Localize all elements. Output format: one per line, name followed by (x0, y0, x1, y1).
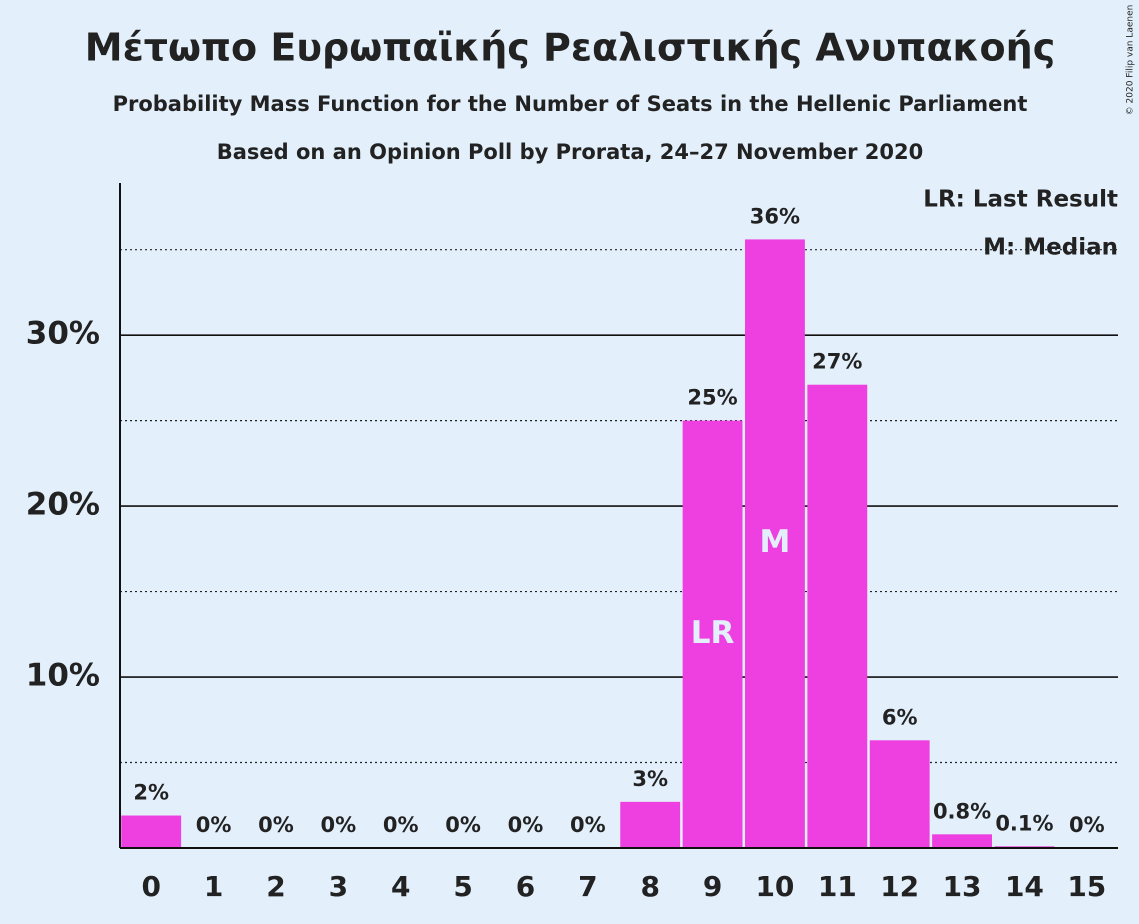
value-label: 0.1% (995, 811, 1053, 835)
x-tick-label: 0 (141, 870, 160, 903)
x-tick-label: 12 (880, 870, 919, 903)
value-label: 2% (133, 781, 169, 805)
x-tick-label: 13 (943, 870, 982, 903)
bar (620, 801, 681, 848)
x-tick-label: 5 (453, 870, 472, 903)
value-label: 0% (320, 813, 356, 837)
x-tick-label: 1 (204, 870, 223, 903)
x-tick-label: 10 (755, 870, 794, 903)
copyright: © 2020 Filip van Laenen (1126, 5, 1136, 116)
value-label: 0% (570, 813, 606, 837)
legend-entry: M: Median (983, 235, 1118, 261)
x-tick-label: 7 (578, 870, 597, 903)
value-label: 0% (196, 813, 232, 837)
value-label: 6% (882, 705, 918, 729)
y-tick-label: 20% (26, 487, 100, 523)
bar-annotation: LR (691, 615, 735, 651)
value-label: 36% (750, 204, 800, 228)
value-label: 0% (445, 813, 481, 837)
x-tick-label: 2 (266, 870, 285, 903)
legend-entry: LR: Last Result (923, 187, 1118, 213)
chart-subtitle: Probability Mass Function for the Number… (113, 92, 1028, 116)
x-tick-label: 15 (1067, 870, 1106, 903)
value-label: 27% (812, 350, 862, 374)
chart-title: Μέτωπο Ευρωπαϊκής Ρεαλιστικής Ανυπακοής (85, 26, 1055, 70)
bar (807, 384, 868, 848)
x-tick-label: 11 (818, 870, 857, 903)
y-tick-label: 30% (26, 316, 100, 352)
chart-subtitle: Based on an Opinion Poll by Prorata, 24–… (217, 140, 924, 164)
bar (932, 834, 993, 848)
x-tick-label: 14 (1005, 870, 1044, 903)
x-tick-label: 3 (329, 870, 348, 903)
y-tick-label: 10% (26, 658, 100, 694)
x-tick-label: 8 (640, 870, 659, 903)
x-tick-label: 6 (516, 870, 535, 903)
x-tick-label: 9 (703, 870, 722, 903)
bar (869, 740, 930, 848)
x-tick-label: 4 (391, 870, 410, 903)
value-label: 0% (258, 813, 294, 837)
bar (121, 815, 182, 848)
bar-annotation: M (760, 524, 791, 560)
bar (744, 239, 805, 848)
value-label: 0.8% (933, 799, 991, 823)
value-label: 0% (1069, 813, 1105, 837)
bar (682, 420, 743, 848)
value-label: 25% (687, 386, 737, 410)
value-label: 3% (632, 767, 668, 791)
value-label: 0% (383, 813, 419, 837)
value-label: 0% (508, 813, 544, 837)
